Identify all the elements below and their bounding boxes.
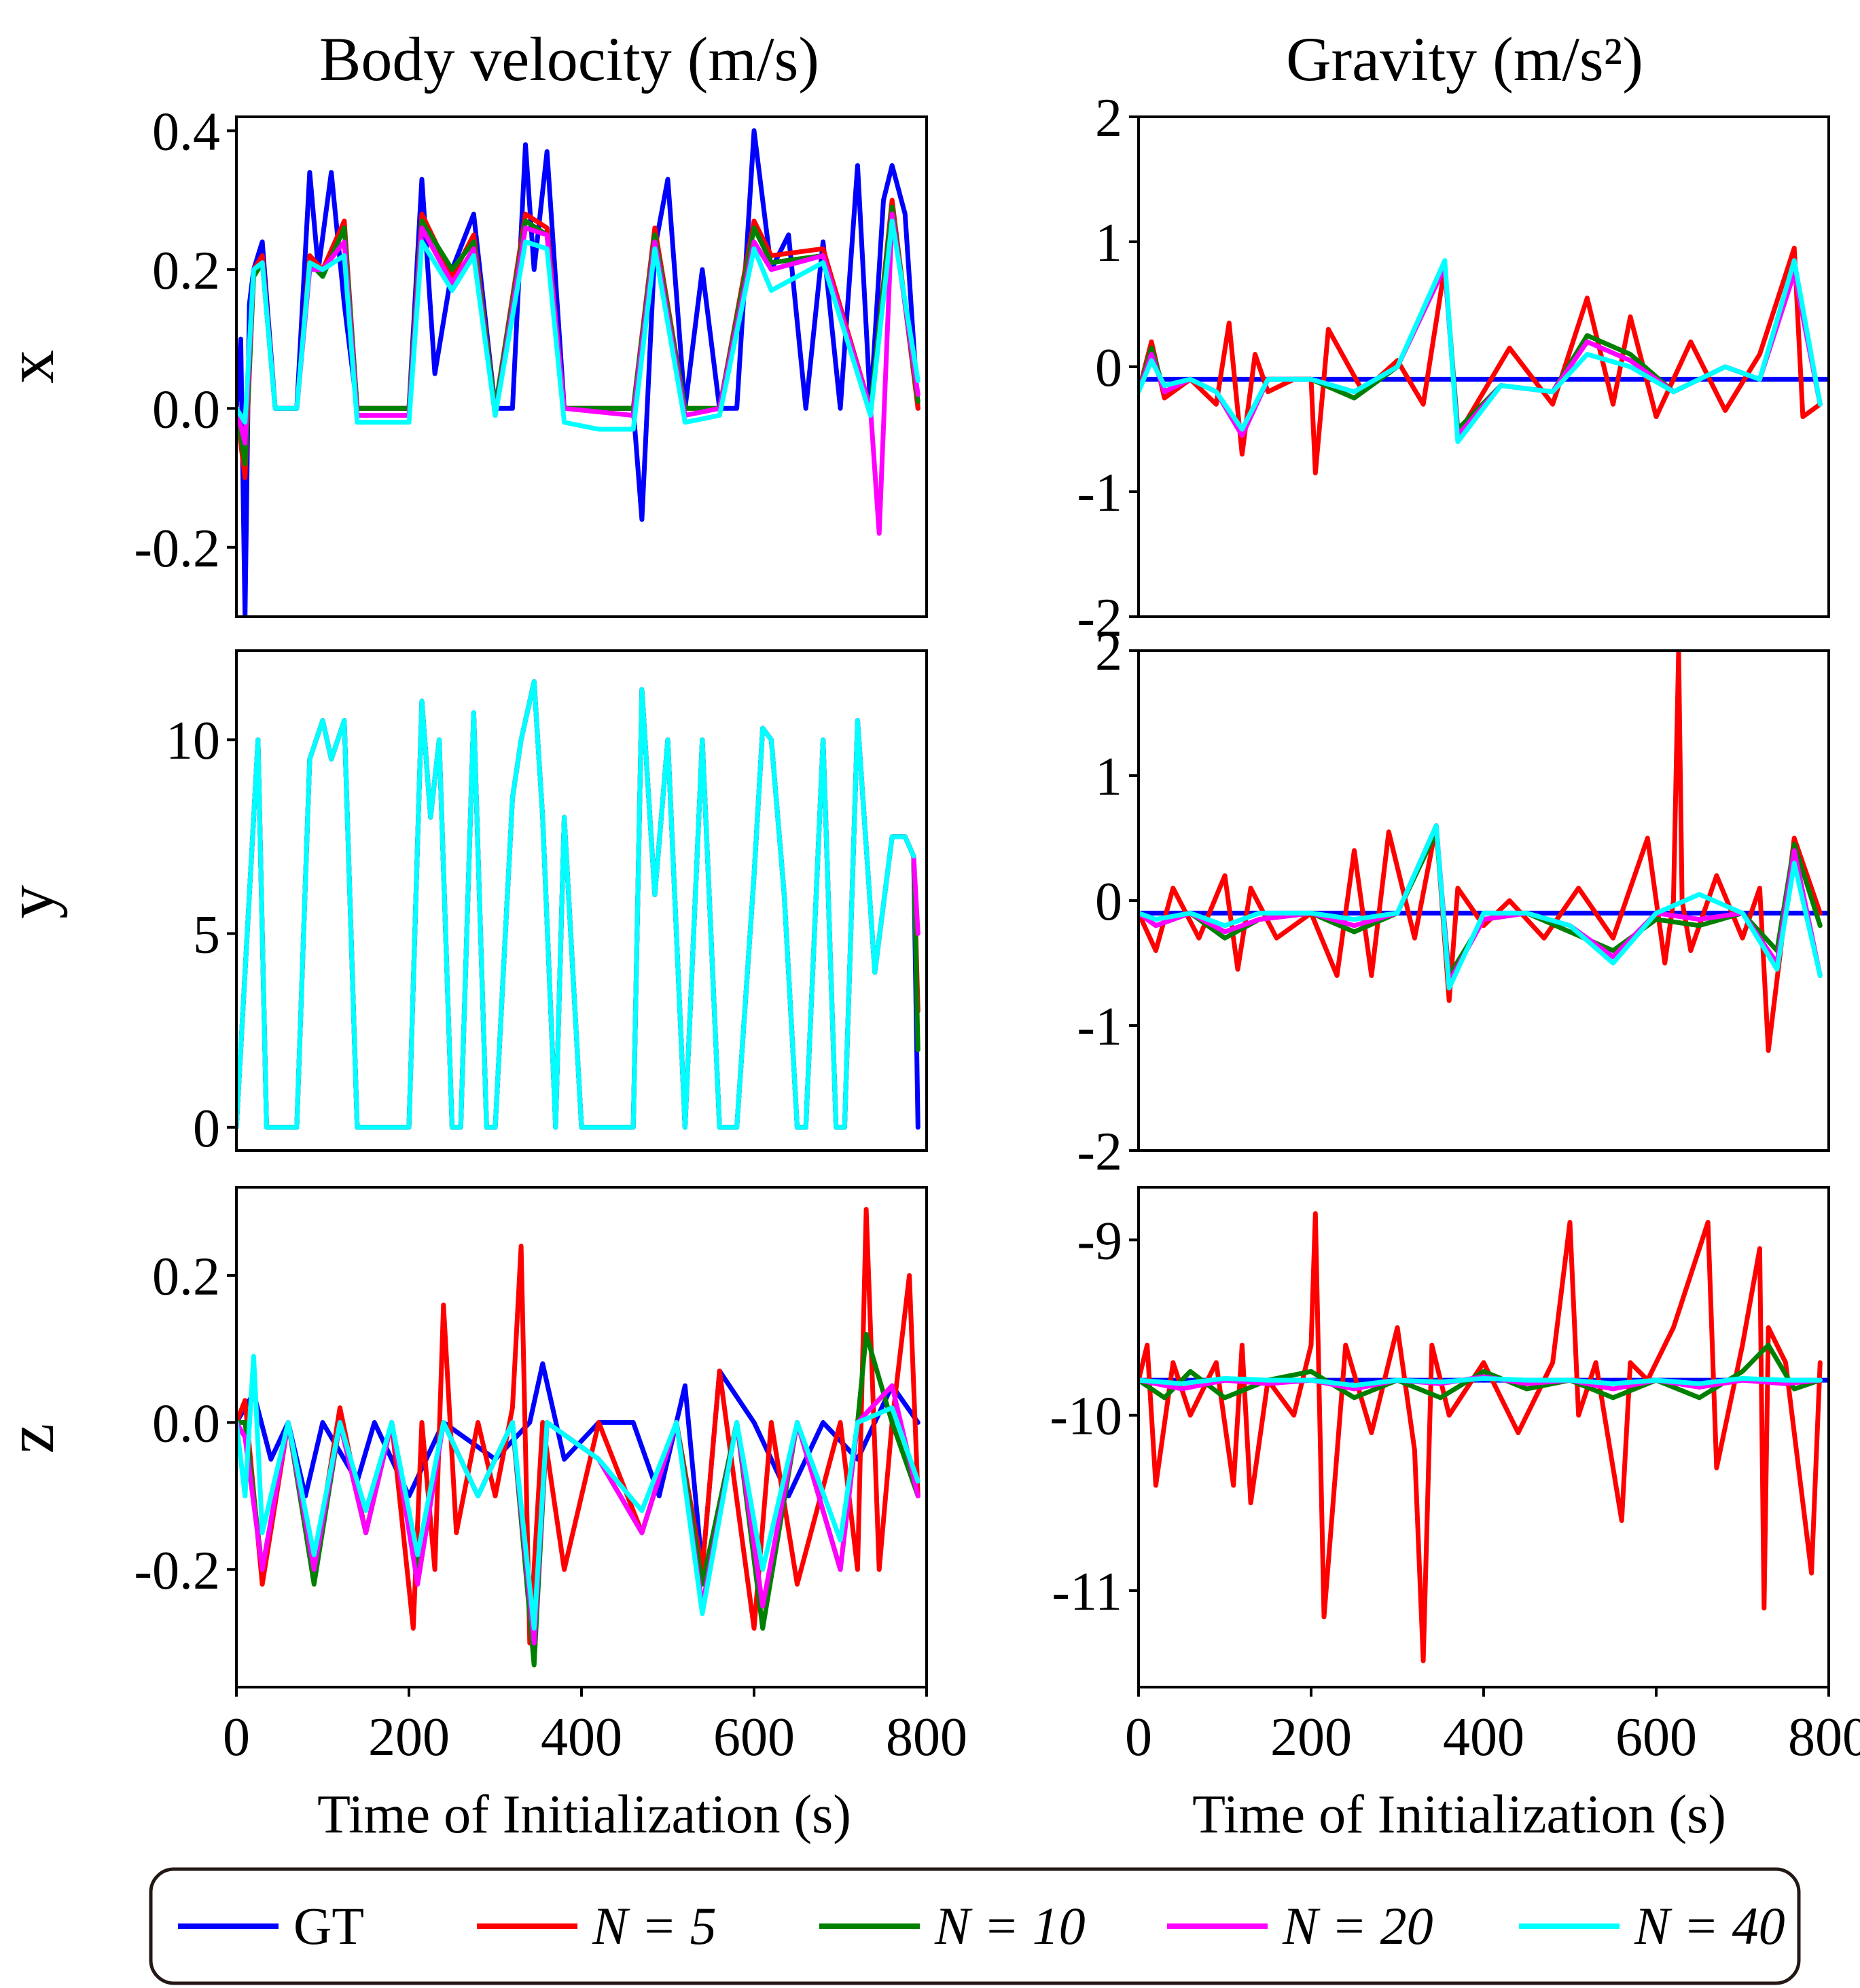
ytick-label: 0.2 bbox=[152, 1247, 220, 1307]
column-title-velocity: Body velocity (m/s) bbox=[319, 24, 819, 94]
ytick-label: 0 bbox=[1095, 872, 1122, 932]
series-group bbox=[236, 128, 920, 617]
panel-grav-x: -2 -1 0 1 2 bbox=[1077, 88, 1830, 648]
xtick-label: 800 bbox=[886, 1707, 967, 1767]
axes-frame bbox=[235, 115, 928, 618]
legend-label-gt: GT bbox=[293, 1896, 364, 1955]
x-axis-label-velocity: Time of Initialization (s) bbox=[317, 1785, 851, 1845]
axes-frame bbox=[235, 649, 928, 1152]
ytick-label: 0.0 bbox=[152, 1394, 220, 1453]
series-line-n40 bbox=[236, 218, 920, 432]
ytick-label: -0.2 bbox=[134, 519, 220, 579]
xtick-label: 0 bbox=[1125, 1707, 1152, 1767]
legend-label-n20: N = 20 bbox=[1282, 1896, 1433, 1955]
ytick-label: 1 bbox=[1095, 747, 1122, 807]
ytick-label: 1 bbox=[1095, 213, 1122, 273]
ytick-label: -0.2 bbox=[134, 1541, 220, 1601]
ytick-label: 0.2 bbox=[152, 241, 220, 301]
xtick-label: 800 bbox=[1788, 1707, 1860, 1767]
legend-label-n10: N = 10 bbox=[934, 1896, 1086, 1955]
ytick-label: -10 bbox=[1050, 1387, 1122, 1447]
xtick-label: 200 bbox=[368, 1707, 450, 1767]
xtick-label: 600 bbox=[1615, 1707, 1697, 1767]
series-line-n5 bbox=[1139, 245, 1823, 475]
axes-frame bbox=[235, 1186, 928, 1688]
ytick-label: 0 bbox=[1095, 338, 1122, 398]
series-line-n10 bbox=[1139, 1342, 1823, 1400]
xtick-label: 0 bbox=[223, 1707, 250, 1767]
panel-grav-y: -2 -1 0 1 2 bbox=[1077, 622, 1830, 1182]
series-group bbox=[1139, 651, 1829, 1053]
legend: GT N = 5 N = 10 N = 20 N = 40 bbox=[149, 1867, 1801, 1985]
ytick-label: -1 bbox=[1077, 463, 1122, 523]
axes-frame bbox=[1137, 1186, 1830, 1688]
series-line-gt bbox=[236, 128, 920, 617]
panel-vel-x: -0.2 0.0 0.2 0.4 bbox=[134, 102, 928, 618]
axes-frame bbox=[1137, 115, 1830, 618]
legend-label-n40: N = 40 bbox=[1634, 1896, 1785, 1955]
ytick-label: 0 bbox=[193, 1099, 220, 1159]
xtick-label: 400 bbox=[541, 1707, 622, 1767]
series-line-n40 bbox=[1139, 1376, 1823, 1388]
xtick-label: 200 bbox=[1270, 1707, 1352, 1767]
series-line-n40 bbox=[1139, 258, 1823, 444]
panel-grav-z: -11 -10 -9 0 200 400 600 800 bbox=[1050, 1186, 1860, 1767]
panel-vel-y: 0 5 10 bbox=[166, 649, 928, 1159]
ytick-label: -2 bbox=[1077, 588, 1122, 648]
row-label-x: x bbox=[0, 350, 68, 384]
ytick-label: 5 bbox=[193, 905, 220, 964]
ytick-label: 2 bbox=[1095, 88, 1122, 148]
ytick-label: 2 bbox=[1095, 622, 1122, 682]
xtick-label: 400 bbox=[1443, 1707, 1524, 1767]
legend-label-n5: N = 5 bbox=[592, 1896, 717, 1955]
ytick-label: 10 bbox=[166, 711, 220, 771]
series-group bbox=[236, 679, 920, 1130]
subplot-grid: -0.20.00.20.4-2-10120510-2-1012-0.20.00.… bbox=[134, 88, 1860, 1767]
axes-frame bbox=[1137, 649, 1830, 1152]
ytick-label: -1 bbox=[1077, 997, 1122, 1057]
column-title-gravity: Gravity (m/s²) bbox=[1286, 24, 1643, 94]
row-label-y: y bbox=[0, 885, 68, 919]
ytick-label: -2 bbox=[1077, 1122, 1122, 1182]
ytick-label: 0.4 bbox=[152, 102, 220, 162]
xtick-label: 600 bbox=[713, 1707, 795, 1767]
x-axis-label-gravity: Time of Initialization (s) bbox=[1192, 1785, 1726, 1845]
ytick-label: -9 bbox=[1077, 1211, 1122, 1271]
series-line-n40 bbox=[236, 1354, 920, 1631]
series-group bbox=[236, 1207, 920, 1667]
ytick-label: -11 bbox=[1052, 1562, 1122, 1622]
series-group bbox=[1139, 1211, 1829, 1663]
series-line-n40 bbox=[1139, 823, 1823, 991]
series-group bbox=[1139, 245, 1829, 475]
panel-vel-z: -0.2 0.0 0.2 0 200 400 600 800 bbox=[134, 1186, 967, 1767]
series-line-n40 bbox=[236, 679, 916, 1130]
legend-frame bbox=[149, 1867, 1801, 1985]
ytick-label: 0.0 bbox=[152, 380, 220, 439]
row-label-z: z bbox=[0, 1424, 68, 1453]
